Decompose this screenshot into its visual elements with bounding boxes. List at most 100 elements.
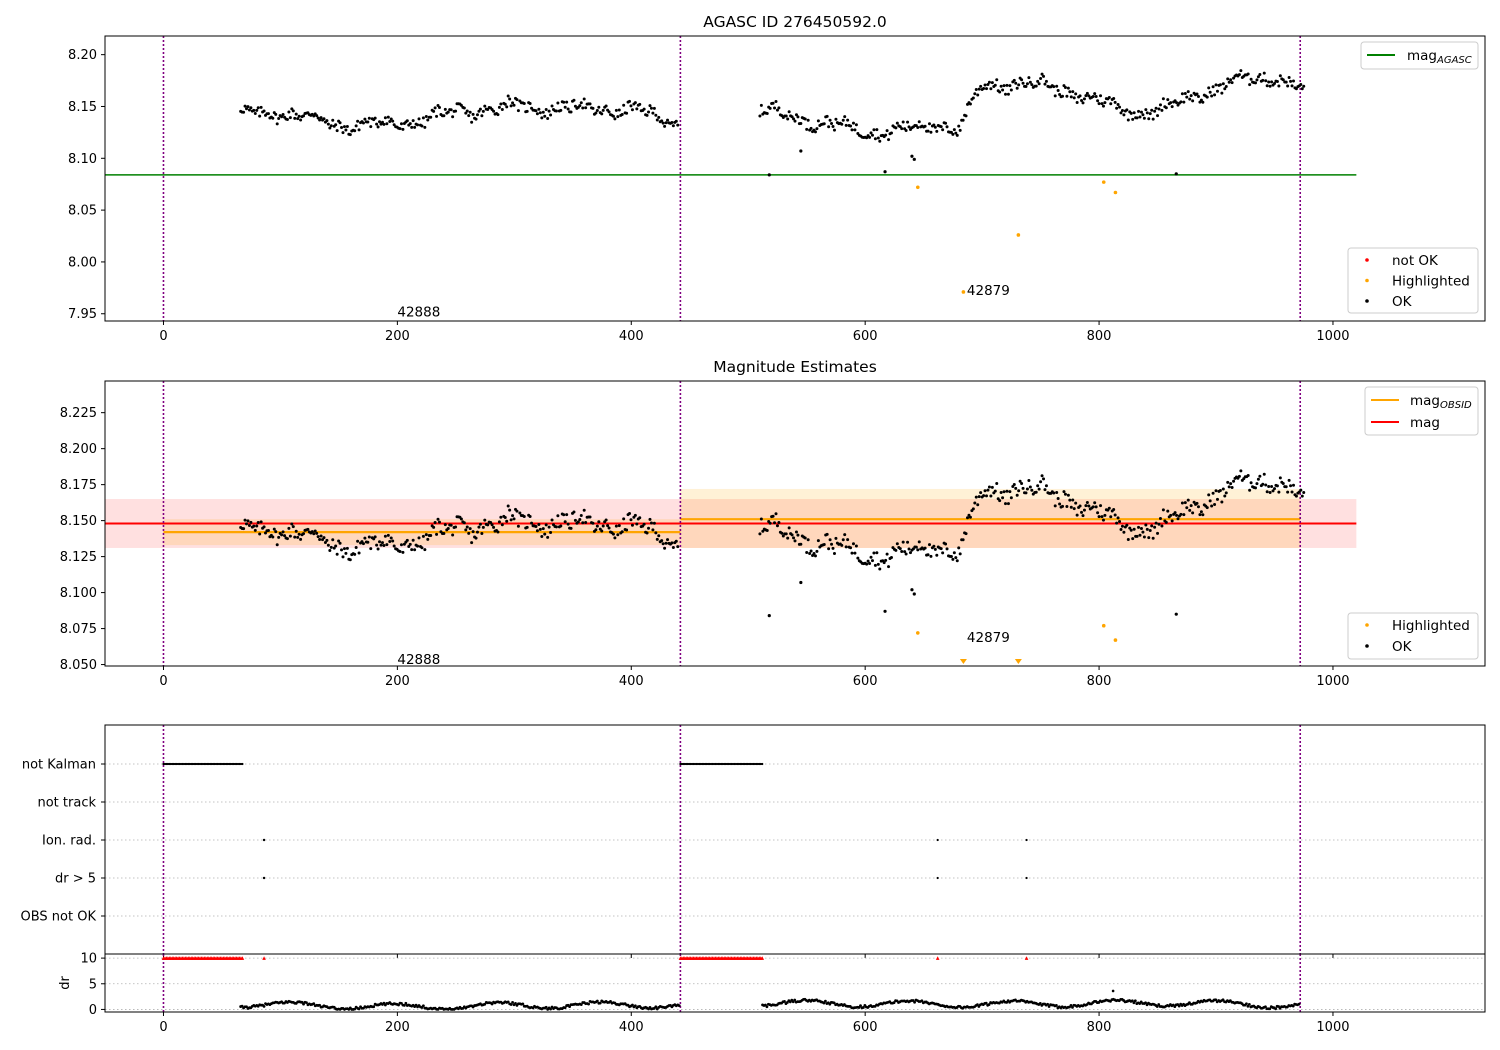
ok-point (1068, 90, 1072, 94)
panel3-axes: not Kalman not track Ion. rad. dr > 5 OBS no… (21, 724, 1486, 958)
ok-point (544, 523, 548, 527)
ok-point (1096, 511, 1100, 515)
ok-point (990, 485, 994, 489)
panel3-points (162, 762, 1028, 880)
ok-point (1226, 77, 1230, 81)
ok-point (1299, 488, 1303, 492)
ok-point (451, 115, 455, 119)
ok-point (813, 130, 817, 134)
ok-point (1170, 105, 1174, 109)
ok-point (809, 549, 813, 553)
ok-point (1052, 85, 1056, 89)
ok-point (1182, 100, 1186, 104)
ok-point (1034, 490, 1038, 494)
ok-point (1014, 486, 1018, 490)
ok-point (256, 106, 260, 110)
ok-point (1224, 85, 1228, 89)
ok-point (999, 84, 1003, 88)
ok-point (1302, 84, 1306, 88)
flag-row-label: OBS not OK (21, 910, 97, 925)
ok-point (325, 119, 329, 123)
legend-line-subscript: OBSID (1440, 400, 1472, 411)
ok-point (828, 538, 832, 542)
ok-point (1221, 82, 1225, 86)
ok-point (1265, 84, 1269, 88)
ok-point (1071, 90, 1075, 94)
ok-point (620, 530, 624, 534)
ok-point (869, 555, 873, 559)
highlighted-point (1113, 638, 1118, 642)
dr-point (509, 1003, 513, 1006)
dr-point (793, 998, 797, 1002)
ok-point (515, 98, 519, 102)
ok-point (1201, 513, 1205, 517)
ok-point (923, 124, 927, 128)
ok-point (1201, 100, 1205, 104)
ok-point (993, 83, 997, 87)
ok-point (765, 528, 769, 532)
ok-point (446, 110, 450, 114)
ok-point (475, 530, 479, 534)
ok-point (955, 559, 959, 563)
ok-point (849, 124, 853, 128)
ok-point (834, 536, 838, 540)
dr-point (1130, 999, 1134, 1003)
ok-point (964, 532, 968, 536)
ok-point (323, 540, 327, 544)
ok-point (258, 114, 262, 118)
ok-point (866, 559, 870, 563)
ok-point (868, 562, 872, 566)
ok-point (664, 121, 668, 125)
ok-point (822, 122, 826, 126)
dr-point (318, 1003, 322, 1007)
ok-point (1227, 485, 1231, 489)
ok-point (759, 517, 763, 521)
ok-point (297, 532, 301, 536)
ok-point (1175, 513, 1179, 517)
ok-point (1081, 101, 1085, 105)
ok-point (1229, 482, 1233, 486)
ok-point (982, 494, 986, 498)
ok-point (335, 552, 339, 556)
ok-point (651, 528, 655, 532)
dr-point (1157, 1003, 1161, 1006)
ok-point (834, 117, 838, 121)
ok-point (812, 552, 816, 556)
highlighted-point (915, 185, 920, 190)
ok-point (459, 517, 463, 521)
ok-point (538, 111, 542, 115)
ok-point (413, 548, 417, 552)
ok-point (617, 524, 621, 528)
ok-point (1186, 498, 1190, 502)
ok-point (1065, 94, 1069, 98)
ok-point (933, 125, 937, 129)
ok-point (287, 526, 291, 530)
ok-point (423, 125, 427, 129)
ok-point (281, 530, 285, 534)
ok-point (832, 128, 836, 132)
ok-point (1183, 92, 1187, 96)
ok-point (318, 537, 322, 541)
ok-point (1118, 105, 1122, 109)
ok-point (1253, 486, 1257, 490)
ok-point (1012, 482, 1016, 486)
below-range-marker (1014, 659, 1022, 664)
flag-point (262, 838, 266, 842)
ok-point (1021, 486, 1025, 490)
ok-point (1093, 501, 1097, 505)
legend-points-box (1347, 247, 1479, 314)
ok-point (285, 117, 289, 121)
ok-point (506, 504, 510, 508)
ok-point (543, 532, 547, 536)
ok-point (1107, 506, 1111, 510)
ok-point (995, 481, 999, 485)
ok-point (844, 545, 848, 549)
ok-point (1246, 474, 1250, 478)
ok-point (354, 546, 358, 550)
ok-point (1278, 476, 1282, 480)
ok-point (256, 520, 260, 524)
ok-point (1055, 84, 1059, 88)
ok-point (1002, 84, 1006, 88)
ok-point (1215, 497, 1219, 501)
ok-point (777, 106, 781, 110)
